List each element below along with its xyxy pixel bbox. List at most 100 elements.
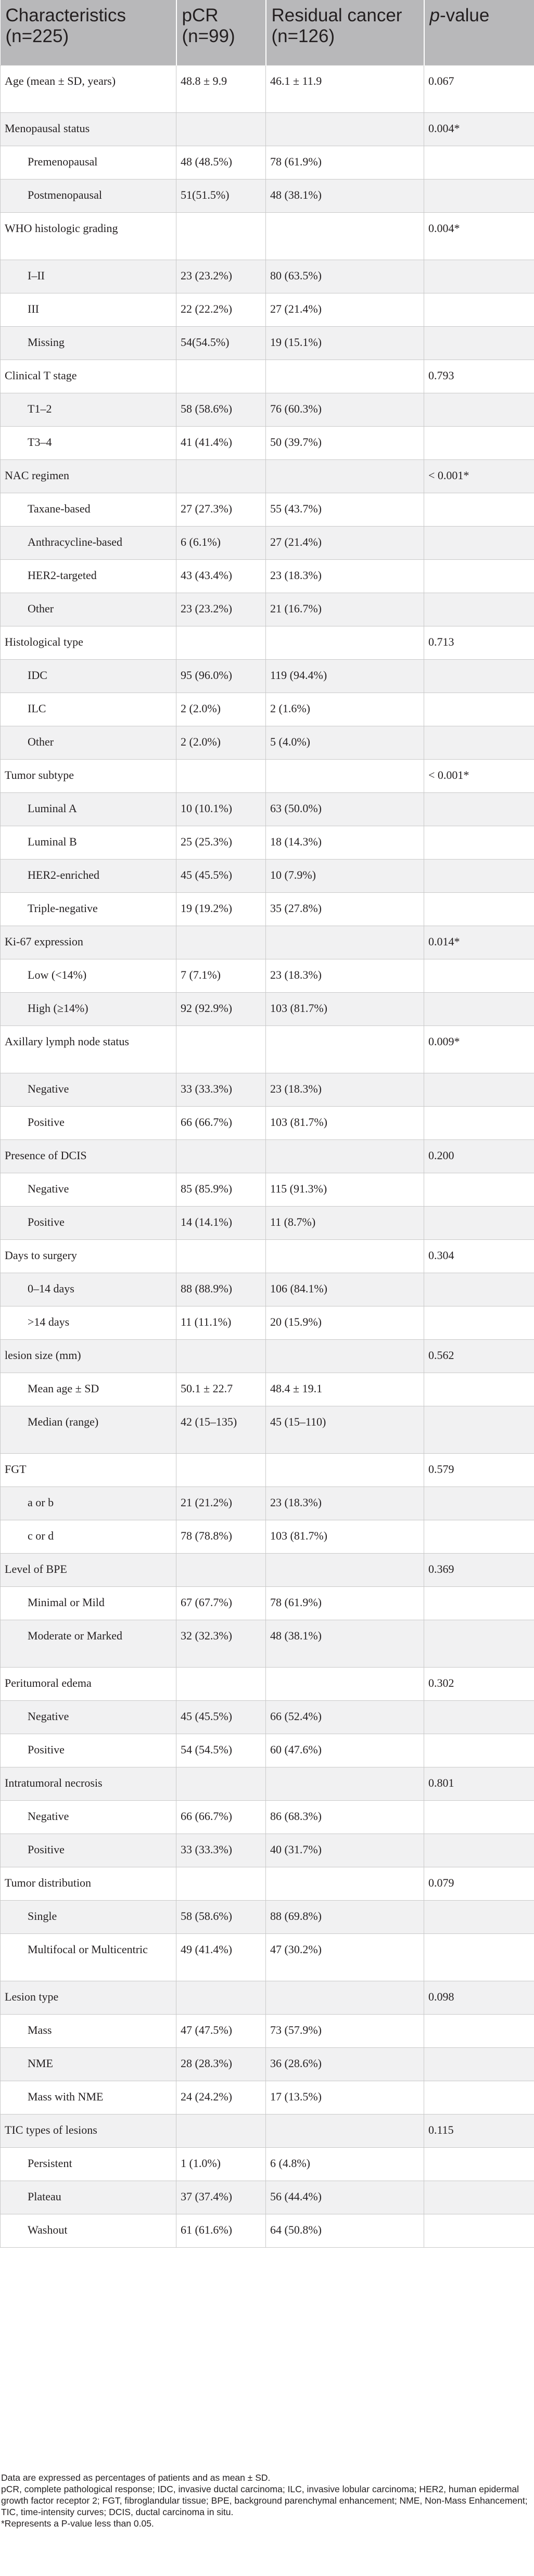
residual-cell: [265, 1239, 424, 1273]
pcr-cell: 67 (67.7%): [176, 1586, 266, 1620]
pcr-cell: 78 (78.8%): [176, 1519, 266, 1554]
p-value-cell: [424, 858, 534, 893]
residual-cell: 20 (15.9%): [265, 1305, 424, 1340]
residual-cell: 48 (38.1%): [265, 1619, 424, 1668]
row-label: Single: [0, 1900, 176, 1934]
residual-cell: 27 (21.4%): [265, 526, 424, 560]
row-label: Negative: [0, 1072, 176, 1107]
row-label: Presence of DCIS: [0, 1139, 176, 1173]
p-value-cell: [424, 725, 534, 760]
table-row: Postmenopausal 51(51.5%) 48 (38.1%): [0, 178, 534, 213]
table-row: NME 28 (28.3%) 36 (28.6%): [0, 2047, 534, 2081]
table-row: Menopausal status 0.004*: [0, 112, 534, 146]
pcr-cell: 22 (22.2%): [176, 292, 266, 327]
pcr-cell: 24 (24.2%): [176, 2080, 266, 2114]
table-row: III 22 (22.2%) 27 (21.4%): [0, 292, 534, 327]
table-row: Tumor distribution 0.079: [0, 1866, 534, 1901]
p-value-cell: [424, 292, 534, 327]
p-value-cell: [424, 2080, 534, 2114]
pcr-cell: [176, 212, 266, 260]
residual-cell: [265, 1339, 424, 1373]
pcr-cell: 41 (41.4%): [176, 426, 266, 460]
table-row: Intratumoral necrosis 0.801: [0, 1766, 534, 1801]
table-row: High (≥14%) 92 (92.9%) 103 (81.7%): [0, 992, 534, 1026]
row-label: T1–2: [0, 392, 176, 427]
pcr-cell: [176, 759, 266, 793]
p-value-cell: [424, 892, 534, 926]
row-label: Multifocal or Multicentric: [0, 1933, 176, 1981]
p-value-cell: [424, 2180, 534, 2214]
row-label: Washout: [0, 2213, 176, 2248]
table-row: Tumor subtype < 0.001*: [0, 759, 534, 793]
pcr-cell: 85 (85.9%): [176, 1172, 266, 1207]
residual-cell: [265, 1766, 424, 1801]
p-value-cell: [424, 1900, 534, 1934]
residual-cell: 80 (63.5%): [265, 259, 424, 293]
table-row: Positive 54 (54.5%) 60 (47.6%): [0, 1733, 534, 1767]
pcr-cell: 45 (45.5%): [176, 1700, 266, 1734]
table-row: Mass with NME 24 (24.2%) 17 (13.5%): [0, 2080, 534, 2114]
table-footnotes: Data are expressed as percentages of pat…: [0, 2472, 533, 2529]
header-p-value-italic: p: [429, 5, 440, 25]
residual-cell: 6 (4.8%): [265, 2147, 424, 2181]
residual-cell: 11 (8.7%): [265, 1206, 424, 1240]
p-value-cell: [424, 1072, 534, 1107]
p-value-cell: 0.713: [424, 625, 534, 660]
row-label: >14 days: [0, 1305, 176, 1340]
table-row: Negative 33 (33.3%) 23 (18.3%): [0, 1072, 534, 1107]
row-label: Postmenopausal: [0, 178, 176, 213]
row-label: Tumor distribution: [0, 1866, 176, 1901]
p-value-cell: < 0.001*: [424, 459, 534, 493]
residual-cell: [265, 1667, 424, 1701]
row-label: Anthracycline-based: [0, 526, 176, 560]
pcr-cell: 25 (25.3%): [176, 825, 266, 860]
p-value-cell: [424, 392, 534, 427]
residual-cell: 48 (38.1%): [265, 178, 424, 213]
row-label: Minimal or Mild: [0, 1586, 176, 1620]
residual-cell: 21 (16.7%): [265, 592, 424, 626]
pcr-cell: [176, 1667, 266, 1701]
pcr-cell: [176, 1766, 266, 1801]
pcr-cell: 27 (27.3%): [176, 492, 266, 527]
residual-cell: 23 (18.3%): [265, 1072, 424, 1107]
residual-cell: [265, 925, 424, 959]
row-label: Tumor subtype: [0, 759, 176, 793]
residual-cell: [265, 1139, 424, 1173]
residual-cell: [265, 459, 424, 493]
p-value-cell: 0.801: [424, 1766, 534, 1801]
p-value-cell: [424, 1272, 534, 1306]
table-row: IDC 95 (96.0%) 119 (94.4%): [0, 659, 534, 693]
row-label: Other: [0, 592, 176, 626]
residual-cell: [265, 1866, 424, 1901]
pcr-cell: 7 (7.1%): [176, 958, 266, 993]
residual-cell: 17 (13.5%): [265, 2080, 424, 2114]
row-label: ILC: [0, 692, 176, 726]
p-value-cell: [424, 1305, 534, 1340]
table-row: HER2-targeted 43 (43.4%) 23 (18.3%): [0, 559, 534, 593]
pcr-cell: 45 (45.5%): [176, 858, 266, 893]
residual-cell: [265, 1025, 424, 1073]
header-p-value-suffix: -value: [439, 5, 490, 25]
residual-cell: 55 (43.7%): [265, 492, 424, 527]
row-label: NME: [0, 2047, 176, 2081]
pcr-cell: [176, 1866, 266, 1901]
pcr-cell: 21 (21.2%): [176, 1486, 266, 1520]
pcr-cell: 48.8 ± 9.9: [176, 65, 266, 113]
row-label: NAC regimen: [0, 459, 176, 493]
table-row: Presence of DCIS 0.200: [0, 1139, 534, 1173]
residual-cell: [265, 212, 424, 260]
p-value-cell: [424, 992, 534, 1026]
pcr-cell: 10 (10.1%): [176, 792, 266, 826]
residual-cell: 56 (44.4%): [265, 2180, 424, 2214]
row-label: Histological type: [0, 625, 176, 660]
residual-cell: 106 (84.1%): [265, 1272, 424, 1306]
p-value-cell: [424, 1172, 534, 1207]
residual-cell: 60 (47.6%): [265, 1733, 424, 1767]
residual-cell: 115 (91.3%): [265, 1172, 424, 1207]
table-row: Taxane-based 27 (27.3%) 55 (43.7%): [0, 492, 534, 527]
p-value-cell: [424, 1405, 534, 1454]
row-label: Positive: [0, 1106, 176, 1140]
p-value-cell: [424, 1933, 534, 1981]
table-row: Mass 47 (47.5%) 73 (57.9%): [0, 2014, 534, 2048]
table-row: Anthracycline-based 6 (6.1%) 27 (21.4%): [0, 526, 534, 560]
